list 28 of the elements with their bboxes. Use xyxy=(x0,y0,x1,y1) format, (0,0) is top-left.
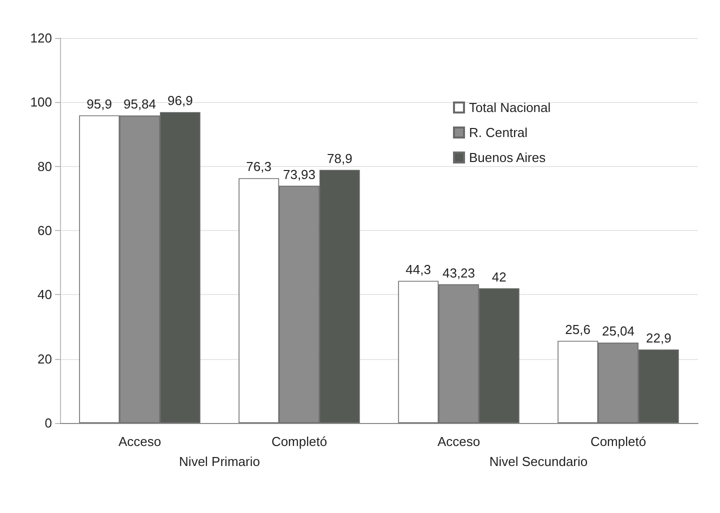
x-tick-label: Acceso xyxy=(437,434,480,449)
y-tick-label: 40 xyxy=(38,287,52,302)
y-tick-label: 120 xyxy=(30,30,52,46)
data-label: 25,04 xyxy=(602,324,635,339)
data-label: 25,6 xyxy=(565,322,590,337)
data-label: 44,3 xyxy=(406,262,431,277)
y-tick-label: 0 xyxy=(44,416,52,430)
y-tick-label: 60 xyxy=(38,223,52,238)
y-tick-label: 100 xyxy=(30,94,52,110)
data-label: 76,3 xyxy=(246,159,272,174)
data-label: 95,9 xyxy=(86,96,112,112)
y-tick-label: 20 xyxy=(38,351,52,366)
data-label: 73,93 xyxy=(282,166,316,182)
data-label: 22,9 xyxy=(646,330,672,346)
legend-label: Total Nacional xyxy=(469,100,551,115)
legend-label: R. Central xyxy=(469,125,528,140)
data-label: 42 xyxy=(492,269,506,284)
x-tick-label: Acceso xyxy=(118,434,162,449)
text: Nivel Secundario xyxy=(489,454,588,469)
data-label: 95,84 xyxy=(123,96,156,112)
text: Nivel Primario xyxy=(179,454,260,469)
x-tick-label: Completó xyxy=(271,434,328,449)
data-label: 78,9 xyxy=(327,150,352,166)
data-label: 96,9 xyxy=(168,93,193,108)
data-label: 43,23 xyxy=(442,265,476,280)
legend-label: Buenos Aires xyxy=(469,150,546,165)
x-tick-label: Completó xyxy=(590,434,646,449)
y-tick-label: 80 xyxy=(38,158,52,174)
